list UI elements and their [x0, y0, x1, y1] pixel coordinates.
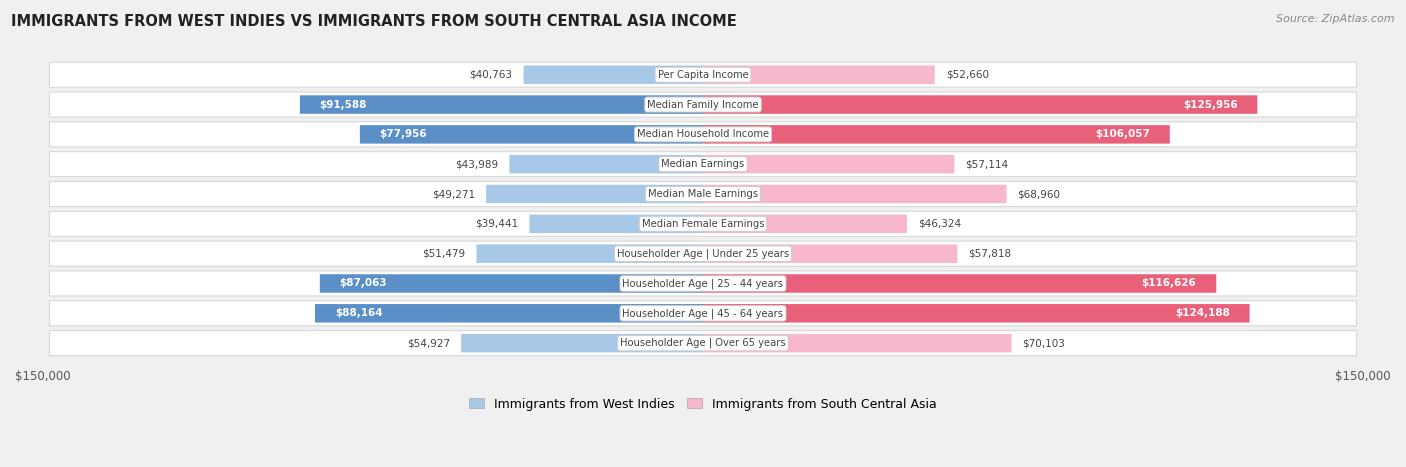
Text: IMMIGRANTS FROM WEST INDIES VS IMMIGRANTS FROM SOUTH CENTRAL ASIA INCOME: IMMIGRANTS FROM WEST INDIES VS IMMIGRANT… — [11, 14, 737, 29]
FancyBboxPatch shape — [49, 241, 1357, 266]
FancyBboxPatch shape — [49, 122, 1357, 147]
Text: $57,818: $57,818 — [969, 248, 1011, 259]
FancyBboxPatch shape — [703, 65, 935, 84]
Legend: Immigrants from West Indies, Immigrants from South Central Asia: Immigrants from West Indies, Immigrants … — [464, 393, 942, 416]
Text: $57,114: $57,114 — [966, 159, 1008, 169]
FancyBboxPatch shape — [49, 271, 1357, 296]
Text: Householder Age | Over 65 years: Householder Age | Over 65 years — [620, 338, 786, 348]
Text: Source: ZipAtlas.com: Source: ZipAtlas.com — [1277, 14, 1395, 24]
FancyBboxPatch shape — [703, 95, 1257, 114]
FancyBboxPatch shape — [703, 155, 955, 173]
Text: $77,956: $77,956 — [380, 129, 427, 139]
Text: $124,188: $124,188 — [1175, 308, 1230, 318]
FancyBboxPatch shape — [509, 155, 703, 173]
FancyBboxPatch shape — [703, 215, 907, 233]
Text: Median Household Income: Median Household Income — [637, 129, 769, 139]
FancyBboxPatch shape — [461, 334, 703, 353]
FancyBboxPatch shape — [315, 304, 703, 323]
FancyBboxPatch shape — [360, 125, 703, 144]
Text: Median Female Earnings: Median Female Earnings — [641, 219, 765, 229]
FancyBboxPatch shape — [49, 331, 1357, 356]
FancyBboxPatch shape — [703, 274, 1216, 293]
FancyBboxPatch shape — [703, 185, 1007, 203]
Text: Median Male Earnings: Median Male Earnings — [648, 189, 758, 199]
Text: $49,271: $49,271 — [432, 189, 475, 199]
Text: Median Family Income: Median Family Income — [647, 99, 759, 110]
FancyBboxPatch shape — [486, 185, 703, 203]
Text: $39,441: $39,441 — [475, 219, 519, 229]
Text: $70,103: $70,103 — [1022, 338, 1066, 348]
FancyBboxPatch shape — [49, 92, 1357, 117]
FancyBboxPatch shape — [703, 334, 1011, 353]
Text: $87,063: $87,063 — [340, 278, 387, 289]
FancyBboxPatch shape — [49, 301, 1357, 326]
FancyBboxPatch shape — [299, 95, 703, 114]
Text: $125,956: $125,956 — [1182, 99, 1237, 110]
Text: $91,588: $91,588 — [319, 99, 367, 110]
Text: $116,626: $116,626 — [1142, 278, 1197, 289]
FancyBboxPatch shape — [49, 182, 1357, 206]
FancyBboxPatch shape — [523, 65, 703, 84]
Text: $54,927: $54,927 — [408, 338, 450, 348]
Text: Per Capita Income: Per Capita Income — [658, 70, 748, 80]
FancyBboxPatch shape — [49, 62, 1357, 87]
Text: $106,057: $106,057 — [1095, 129, 1150, 139]
FancyBboxPatch shape — [49, 212, 1357, 236]
FancyBboxPatch shape — [49, 152, 1357, 177]
Text: Householder Age | 45 - 64 years: Householder Age | 45 - 64 years — [623, 308, 783, 318]
Text: $51,479: $51,479 — [422, 248, 465, 259]
Text: Median Earnings: Median Earnings — [661, 159, 745, 169]
FancyBboxPatch shape — [703, 125, 1170, 144]
Text: $88,164: $88,164 — [335, 308, 382, 318]
Text: $52,660: $52,660 — [946, 70, 988, 80]
Text: Householder Age | Under 25 years: Householder Age | Under 25 years — [617, 248, 789, 259]
FancyBboxPatch shape — [703, 244, 957, 263]
Text: $43,989: $43,989 — [456, 159, 498, 169]
FancyBboxPatch shape — [530, 215, 703, 233]
FancyBboxPatch shape — [319, 274, 703, 293]
Text: $68,960: $68,960 — [1018, 189, 1060, 199]
Text: $40,763: $40,763 — [470, 70, 513, 80]
Text: Householder Age | 25 - 44 years: Householder Age | 25 - 44 years — [623, 278, 783, 289]
FancyBboxPatch shape — [477, 244, 703, 263]
Text: $46,324: $46,324 — [918, 219, 962, 229]
FancyBboxPatch shape — [703, 304, 1250, 323]
